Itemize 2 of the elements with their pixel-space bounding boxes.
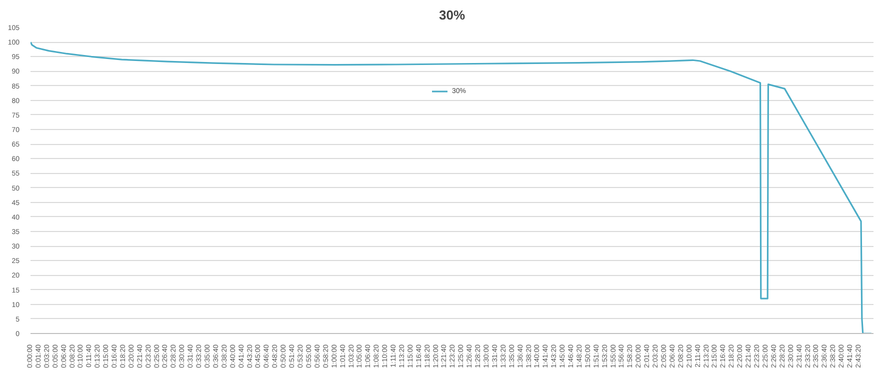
chart-title: 30% (438, 8, 466, 22)
line-series (30, 41, 872, 334)
